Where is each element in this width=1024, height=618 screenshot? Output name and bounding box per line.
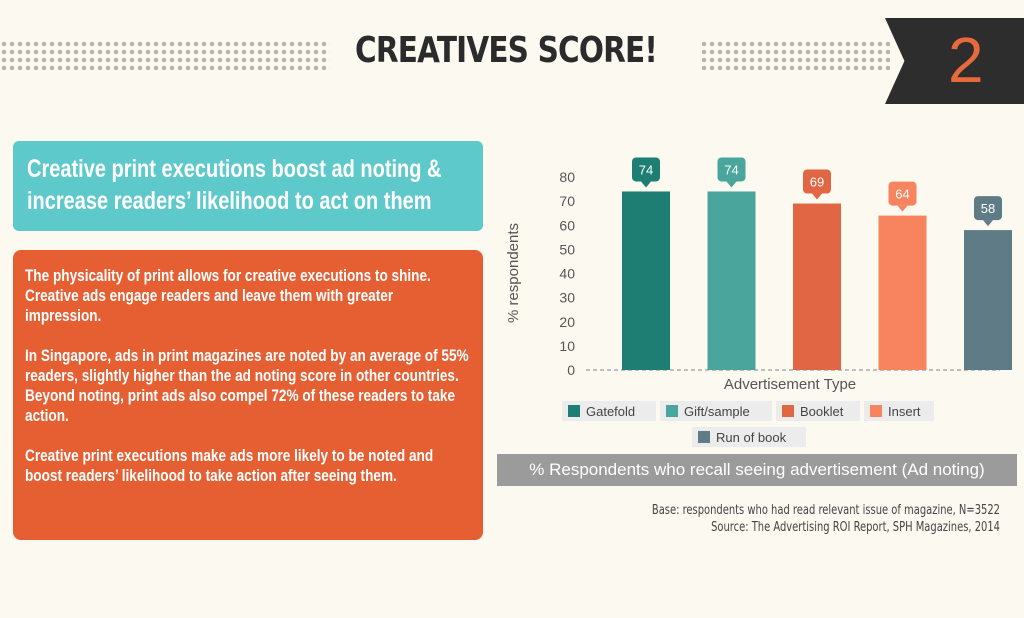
data-label-pointer (897, 205, 908, 212)
data-label-pointer (983, 220, 993, 227)
bar (622, 191, 670, 370)
legend-item (660, 401, 772, 421)
data-label: 58 (981, 201, 995, 216)
y-tick-label: 50 (559, 241, 575, 257)
bar (707, 191, 756, 370)
page-title: CREATIVES SCORE! (355, 30, 658, 71)
dotted-divider-right (700, 40, 890, 70)
data-label: 69 (810, 175, 824, 190)
data-label-pointer (812, 193, 822, 200)
legend-swatch (698, 431, 710, 443)
number-badge (885, 18, 1024, 104)
legend-label: Run of book (716, 430, 787, 445)
legend-swatch (870, 405, 882, 417)
y-tick-label: 80 (559, 169, 575, 185)
bar (878, 215, 927, 370)
legend-item (776, 401, 860, 421)
source-note: Source: The Advertising ROI Report, SPH … (711, 520, 1000, 535)
body-text-box: The physicality of print allows for crea… (13, 250, 483, 540)
data-label-box (717, 157, 746, 182)
y-tick-label: 10 (559, 338, 575, 354)
legend-label: Gift/sample (684, 404, 750, 419)
legend-swatch (666, 405, 678, 417)
data-label-box (632, 157, 660, 182)
y-tick-label: 70 (559, 193, 575, 209)
data-label-box (888, 181, 917, 206)
bar (793, 203, 841, 370)
bar (964, 230, 1012, 370)
legend-item (562, 401, 656, 421)
data-label-box (974, 196, 1002, 221)
data-label: 64 (895, 187, 909, 202)
body-paragraph-3: Creative print executions make ads more … (25, 446, 434, 485)
headline-text: Creative print executions boost ad notin… (27, 155, 442, 215)
x-axis-label: Advertisement Type (724, 376, 856, 393)
legend-label: Booklet (800, 404, 844, 419)
y-tick-label: 60 (559, 217, 575, 233)
legend-swatch (568, 405, 580, 417)
legend-item (692, 427, 806, 447)
data-label-box (803, 169, 831, 194)
number-badge-text: 2 (948, 24, 984, 96)
legend-swatch (782, 405, 794, 417)
data-label-pointer (726, 181, 737, 188)
body-paragraph-1: The physicality of print allows for crea… (25, 266, 431, 325)
chart-title: % Respondents who recall seeing advertis… (497, 454, 1017, 486)
y-tick-label: 40 (559, 266, 575, 282)
y-axis-label: % respondents (505, 223, 522, 323)
legend-label: Insert (888, 404, 921, 419)
legend-label: Gatefold (586, 404, 635, 419)
base-note: Base: respondents who had read relevant … (651, 503, 1000, 518)
data-label: 74 (724, 162, 738, 177)
headline-box: Creative print executions boost ad notin… (13, 141, 483, 231)
body-paragraph-2: In Singapore, ads in print magazines are… (25, 346, 469, 425)
data-label: 74 (639, 162, 653, 177)
y-tick-label: 30 (559, 290, 575, 306)
y-tick-label: 20 (559, 314, 575, 330)
dotted-divider-left (0, 40, 330, 70)
y-tick-label: 0 (567, 362, 575, 378)
data-label-pointer (641, 181, 651, 188)
